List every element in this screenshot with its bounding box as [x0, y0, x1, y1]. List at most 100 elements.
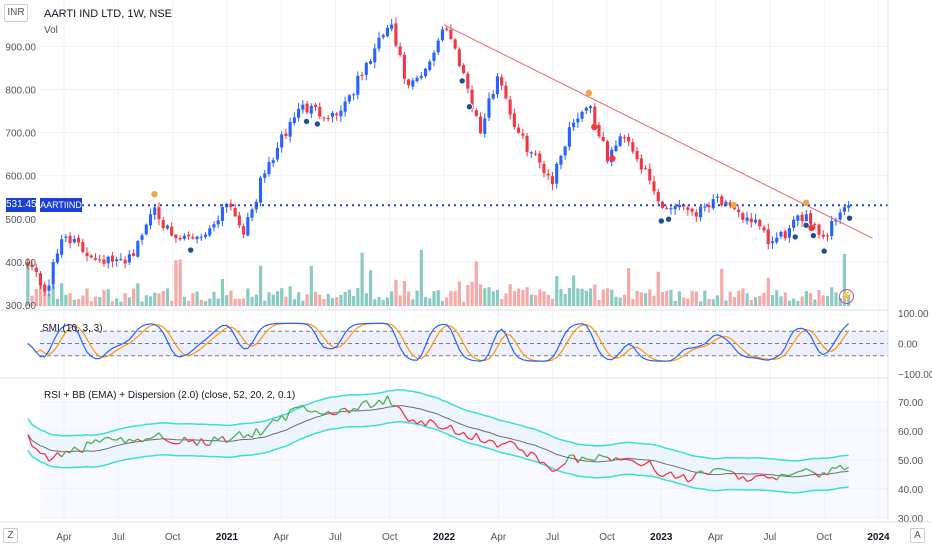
candle-body[interactable]	[809, 213, 813, 225]
candle-body[interactable]	[813, 224, 817, 226]
candle-body[interactable]	[275, 147, 279, 160]
candle-body[interactable]	[385, 27, 389, 37]
candle-body[interactable]	[51, 262, 55, 285]
candle-body[interactable]	[153, 207, 157, 215]
candle-body[interactable]	[288, 121, 292, 137]
earnings-marker[interactable]	[791, 233, 799, 241]
candle-body[interactable]	[407, 79, 411, 86]
candle-body[interactable]	[305, 103, 309, 113]
candle-body[interactable]	[800, 214, 804, 222]
candle-body[interactable]	[830, 220, 834, 236]
candle-body[interactable]	[737, 209, 741, 213]
candle-body[interactable]	[749, 218, 753, 223]
candle-body[interactable]	[478, 116, 483, 134]
candle-body[interactable]	[326, 117, 330, 119]
candle-body[interactable]	[220, 207, 224, 221]
earnings-marker[interactable]	[845, 214, 854, 222]
candle-body[interactable]	[711, 199, 715, 209]
candle-body[interactable]	[267, 162, 271, 175]
candle-body[interactable]	[402, 54, 406, 79]
candle-body[interactable]	[842, 207, 846, 212]
candle-body[interactable]	[330, 112, 334, 117]
candle-body[interactable]	[72, 239, 76, 243]
candle-body[interactable]	[301, 104, 305, 110]
candle-body[interactable]	[144, 224, 148, 235]
candle-body[interactable]	[233, 207, 237, 217]
currency-button[interactable]: INR	[4, 4, 28, 22]
candle-body[interactable]	[115, 259, 119, 261]
candle-body[interactable]	[360, 74, 364, 76]
earnings-marker[interactable]	[802, 221, 810, 229]
candle-body[interactable]	[825, 235, 830, 237]
candle-body[interactable]	[373, 48, 377, 63]
candle-body[interactable]	[352, 94, 356, 96]
candle-body[interactable]	[563, 146, 567, 156]
candle-body[interactable]	[428, 61, 432, 70]
candle-body[interactable]	[474, 110, 478, 116]
candle-body[interactable]	[770, 241, 775, 243]
candle-body[interactable]	[26, 262, 30, 266]
candle-body[interactable]	[440, 29, 444, 41]
candle-body[interactable]	[593, 106, 597, 125]
candle-body[interactable]	[110, 255, 114, 262]
candle-body[interactable]	[368, 61, 373, 64]
candle-body[interactable]	[821, 234, 825, 237]
candle-body[interactable]	[783, 231, 787, 239]
candle-body[interactable]	[572, 122, 576, 128]
candle-body[interactable]	[165, 225, 169, 229]
alert-bolt-icon[interactable]: ⚡	[839, 289, 854, 304]
earnings-marker[interactable]	[187, 246, 195, 254]
candle-body[interactable]	[508, 99, 512, 115]
candle-body[interactable]	[415, 77, 419, 82]
candle-body[interactable]	[182, 235, 186, 239]
candle-body[interactable]	[174, 234, 178, 239]
candle-body[interactable]	[60, 239, 64, 255]
candle-body[interactable]	[745, 217, 749, 221]
candle-body[interactable]	[43, 284, 47, 292]
candle-body[interactable]	[690, 208, 694, 212]
dividend-marker[interactable]	[802, 199, 810, 207]
candle-body[interactable]	[64, 236, 68, 238]
candle-body[interactable]	[656, 192, 660, 202]
candle-body[interactable]	[77, 237, 81, 243]
candle-body[interactable]	[203, 234, 208, 237]
candle-body[interactable]	[694, 212, 698, 217]
candle-body[interactable]	[686, 207, 690, 210]
candle-body[interactable]	[449, 29, 453, 39]
candle-body[interactable]	[525, 135, 529, 153]
candle-body[interactable]	[728, 202, 732, 206]
candle-body[interactable]	[588, 106, 593, 109]
candle-body[interactable]	[68, 235, 72, 244]
candle-body[interactable]	[453, 39, 457, 49]
candle-body[interactable]	[462, 65, 466, 74]
candle-body[interactable]	[741, 213, 745, 220]
candle-body[interactable]	[148, 214, 153, 226]
candle-body[interactable]	[436, 40, 440, 53]
dividend-marker[interactable]	[585, 89, 593, 97]
candle-body[interactable]	[576, 118, 580, 123]
earnings-marker[interactable]	[465, 103, 474, 111]
candle-body[interactable]	[720, 196, 724, 206]
candle-body[interactable]	[529, 152, 533, 154]
candle-body[interactable]	[89, 255, 93, 258]
earnings-marker[interactable]	[820, 247, 828, 255]
earnings-marker[interactable]	[302, 117, 311, 126]
candle-body[interactable]	[55, 253, 59, 263]
candle-body[interactable]	[762, 227, 766, 231]
candle-body[interactable]	[381, 35, 385, 38]
candle-body[interactable]	[538, 153, 542, 163]
candle-body[interactable]	[339, 110, 343, 117]
candle-body[interactable]	[119, 259, 123, 261]
candle-body[interactable]	[517, 127, 521, 133]
candle-body[interactable]	[297, 108, 301, 118]
candle-body[interactable]	[313, 104, 318, 107]
candle-body[interactable]	[779, 232, 783, 237]
earnings-marker[interactable]	[458, 77, 466, 85]
candle-body[interactable]	[669, 208, 673, 210]
candle-body[interactable]	[237, 215, 241, 226]
candle-body[interactable]	[271, 160, 275, 164]
candle-body[interactable]	[347, 95, 351, 102]
candle-body[interactable]	[318, 106, 322, 117]
candle-body[interactable]	[212, 224, 216, 228]
